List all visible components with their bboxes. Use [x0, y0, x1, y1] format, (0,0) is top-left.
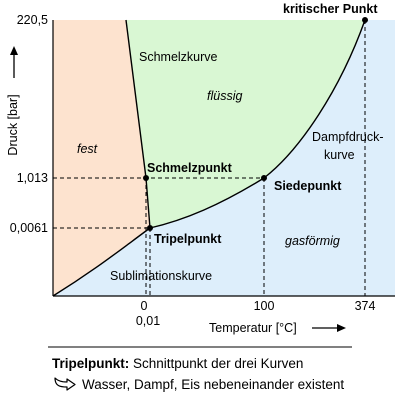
liquid-region: [126, 20, 365, 228]
gas-region-label: gasförmig: [285, 234, 340, 248]
y-axis-label: Druck [bar]: [6, 94, 20, 155]
boiling-point-label: Siedepunkt: [274, 179, 342, 193]
vapor-curve-label-2: kurve: [324, 148, 355, 162]
triple-point-label: Tripelpunkt: [154, 232, 222, 246]
sublimation-curve: [52, 227, 151, 297]
curved-arrow-icon: [52, 376, 78, 392]
consequence-note-text: Wasser, Dampf, Eis nebeneinander existen…: [82, 376, 345, 392]
critical-point-label: kritischer Punkt: [283, 2, 378, 16]
sublimation-curve-label: Sublimationskurve: [110, 269, 212, 283]
boiling-point-dot: [261, 175, 267, 181]
vapor-curve-label-1: Dampfdruck-: [312, 130, 384, 144]
y-tick-00061: 0,0061: [10, 221, 48, 235]
y-tick-1013: 1,013: [17, 171, 48, 185]
critical-point-dot: [362, 17, 368, 23]
x-tick-374: 374: [355, 299, 376, 313]
solid-region-label: fest: [77, 142, 98, 156]
y-tick-2205: 220,5: [17, 13, 48, 27]
y-axis-arrow-icon: [10, 46, 18, 78]
x-axis-arrow-icon: [312, 324, 346, 332]
melting-point-dot: [143, 175, 149, 181]
solid-region: [53, 20, 150, 296]
x-tick-0: 0: [141, 299, 148, 313]
triple-point-note: Tripelpunkt: Schnittpunkt der drei Kurve…: [52, 356, 303, 371]
x-axis-label: Temperatur [°C]: [209, 321, 297, 335]
melting-point-label: Schmelzpunkt: [147, 161, 233, 175]
liquid-region-label: flüssig: [207, 89, 242, 103]
triple-point-note-label: Tripelpunkt:: [52, 356, 130, 371]
triple-point-dot: [147, 225, 153, 231]
x-tick-100: 100: [254, 299, 275, 313]
consequence-note: Wasser, Dampf, Eis nebeneinander existen…: [52, 376, 344, 392]
x-tick-001: 0,01: [136, 314, 160, 328]
triple-point-note-text: Schnittpunkt der drei Kurven: [133, 356, 304, 371]
melting-curve-label: Schmelzkurve: [139, 50, 218, 64]
